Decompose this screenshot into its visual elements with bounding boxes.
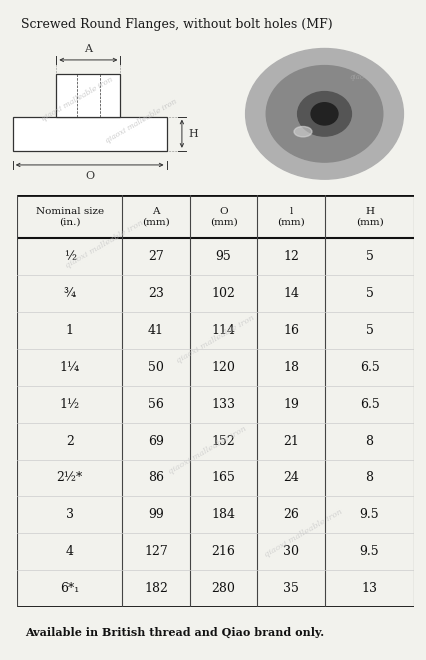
- Text: 3: 3: [66, 508, 74, 521]
- Text: 102: 102: [211, 287, 235, 300]
- Text: 184: 184: [211, 508, 235, 521]
- Text: 26: 26: [282, 508, 298, 521]
- Text: 18: 18: [282, 361, 298, 374]
- Text: A: A: [84, 44, 92, 54]
- Text: 1: 1: [66, 324, 74, 337]
- Ellipse shape: [245, 49, 403, 180]
- Text: A
(mm): A (mm): [142, 207, 170, 226]
- Text: 9.5: 9.5: [359, 545, 378, 558]
- Text: O: O: [85, 171, 94, 182]
- Ellipse shape: [311, 103, 337, 125]
- Text: 5: 5: [365, 324, 373, 337]
- Text: 133: 133: [211, 397, 235, 411]
- Text: 6.5: 6.5: [359, 397, 379, 411]
- Text: 120: 120: [211, 361, 235, 374]
- Text: 114: 114: [211, 324, 235, 337]
- Text: qiaoxi malleable iron: qiaoxi malleable iron: [40, 76, 114, 123]
- Text: 35: 35: [282, 582, 298, 595]
- Text: 95: 95: [215, 250, 231, 263]
- Text: 50: 50: [148, 361, 164, 374]
- Text: O
(mm): O (mm): [209, 207, 237, 226]
- Text: qiaoxi malleable iron: qiaoxi malleable iron: [262, 508, 343, 558]
- Text: 6.5: 6.5: [359, 361, 379, 374]
- Text: 6*₁: 6*₁: [60, 582, 79, 595]
- Text: 56: 56: [148, 397, 164, 411]
- Text: 41: 41: [148, 324, 164, 337]
- Text: 21: 21: [282, 434, 298, 447]
- Ellipse shape: [297, 92, 351, 136]
- Text: qiaoxi malleable iron: qiaoxi malleable iron: [104, 97, 178, 145]
- Text: 1¼: 1¼: [60, 361, 80, 374]
- Ellipse shape: [294, 127, 311, 137]
- Text: 8: 8: [365, 434, 373, 447]
- Text: qiao: qiao: [348, 73, 363, 81]
- Text: 24: 24: [282, 471, 298, 484]
- Text: 14: 14: [282, 287, 298, 300]
- Text: 23: 23: [148, 287, 164, 300]
- Text: H
(mm): H (mm): [355, 207, 383, 226]
- Text: 152: 152: [211, 434, 235, 447]
- Text: 5: 5: [365, 287, 373, 300]
- Text: H: H: [188, 129, 198, 139]
- Text: 2½*: 2½*: [56, 471, 83, 484]
- Text: 69: 69: [148, 434, 164, 447]
- Text: Screwed Round Flanges, without bolt holes (MF): Screwed Round Flanges, without bolt hole…: [21, 18, 332, 31]
- Bar: [56, 74, 120, 117]
- Text: 9.5: 9.5: [359, 508, 378, 521]
- Text: 8: 8: [365, 471, 373, 484]
- Text: 1½: 1½: [60, 397, 80, 411]
- Text: qiaoxi malleable iron: qiaoxi malleable iron: [167, 425, 248, 476]
- Text: ¾: ¾: [63, 287, 75, 300]
- Text: 86: 86: [148, 471, 164, 484]
- Text: 4: 4: [66, 545, 74, 558]
- Text: 182: 182: [144, 582, 167, 595]
- Text: 19: 19: [282, 397, 298, 411]
- Text: 12: 12: [282, 250, 298, 263]
- Text: 27: 27: [148, 250, 164, 263]
- Text: 99: 99: [148, 508, 164, 521]
- Text: 127: 127: [144, 545, 167, 558]
- Text: qiaoxi malleable iron: qiaoxi malleable iron: [64, 218, 144, 270]
- Text: ½: ½: [63, 250, 75, 263]
- Text: 2: 2: [66, 434, 73, 447]
- Text: 16: 16: [282, 324, 298, 337]
- Text: l
(mm): l (mm): [276, 207, 304, 226]
- Text: qiaoxi malleable iron: qiaoxi malleable iron: [175, 314, 256, 365]
- Text: 30: 30: [282, 545, 298, 558]
- Text: 13: 13: [361, 582, 377, 595]
- Text: Available in British thread and Qiao brand only.: Available in British thread and Qiao bra…: [25, 626, 323, 638]
- Bar: [13, 117, 166, 150]
- Text: 165: 165: [211, 471, 235, 484]
- Ellipse shape: [266, 65, 382, 162]
- Text: Nominal size
(in.): Nominal size (in.): [35, 207, 104, 226]
- Text: 216: 216: [211, 545, 235, 558]
- Text: 5: 5: [365, 250, 373, 263]
- Text: 280: 280: [211, 582, 235, 595]
